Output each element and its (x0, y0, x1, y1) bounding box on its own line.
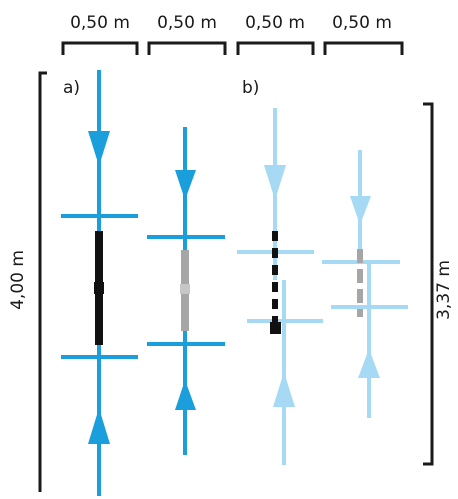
dimension-bracket-1 (61, 41, 139, 55)
arrow-down-icon (175, 170, 196, 200)
right-height-label: 3,37 m (434, 260, 454, 320)
dimension-label-3: 0,50 m (245, 13, 305, 33)
arrow-down-icon (88, 131, 110, 166)
panel-label-a: a) (63, 78, 80, 98)
arrow-up-icon (88, 408, 110, 444)
panel-label-b: b) (242, 78, 259, 98)
panel-b-element-2 (322, 150, 408, 418)
panel-b-element-1 (237, 108, 323, 465)
arrow-down-icon (264, 165, 286, 200)
dimension-bracket-3 (236, 41, 315, 55)
left-height-bracket (38, 71, 47, 492)
left-height-label: 4,00 m (8, 250, 28, 310)
arrow-up-icon (273, 372, 295, 407)
dimension-bracket-4 (323, 41, 404, 55)
dimension-label-4: 0,50 m (332, 13, 392, 33)
top-dimension-brackets (61, 41, 404, 55)
arrow-up-icon (175, 380, 196, 410)
right-height-bracket (423, 102, 434, 466)
arrow-up-icon (358, 349, 380, 378)
arrow-down-icon (350, 196, 371, 225)
dimension-label-2: 0,50 m (157, 13, 217, 33)
gray-joint (180, 284, 190, 294)
panel-a-element-1 (61, 70, 138, 496)
panel-a-element-2 (147, 127, 225, 455)
black-joint (94, 282, 104, 294)
dimension-label-1: 0,50 m (70, 13, 130, 33)
dimension-bracket-2 (147, 41, 227, 55)
black-joint (270, 322, 281, 334)
